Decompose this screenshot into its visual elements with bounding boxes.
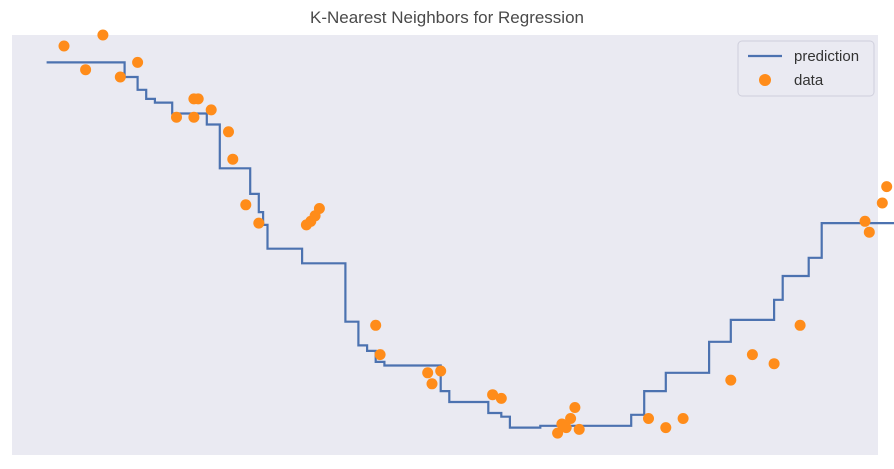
legend-box — [737, 40, 875, 97]
data-point — [253, 217, 265, 229]
plot-area — [12, 35, 878, 455]
data-point — [560, 422, 572, 434]
prediction-line — [46, 61, 894, 429]
chart-title: K-Nearest Neighbors for Regression — [310, 8, 584, 27]
data-point — [746, 349, 758, 361]
data-point — [114, 71, 126, 83]
data-point — [80, 64, 92, 76]
data-point — [876, 197, 888, 209]
data-point — [223, 126, 234, 138]
data-point — [171, 111, 182, 123]
series-layer — [46, 29, 894, 439]
data-point — [495, 392, 507, 404]
legend-prediction-label: prediction — [794, 48, 859, 65]
data-point — [313, 203, 325, 214]
data-point — [573, 423, 585, 435]
data-point — [227, 153, 239, 165]
data-point — [192, 93, 204, 105]
legend-data-label: data — [794, 72, 824, 89]
data-point — [132, 56, 144, 68]
data-point — [768, 358, 780, 370]
data-point — [565, 413, 577, 424]
data-point — [188, 111, 200, 123]
data-point — [374, 349, 386, 361]
data-point — [205, 104, 217, 116]
data-point — [552, 427, 564, 439]
data-point — [859, 215, 871, 227]
data-point — [881, 181, 893, 193]
data-point — [487, 389, 499, 401]
data-point — [58, 40, 70, 52]
legend-data-marker-icon — [759, 74, 771, 86]
data-point — [422, 367, 434, 379]
data-point — [677, 413, 689, 424]
data-point — [569, 402, 581, 413]
data-point — [660, 422, 672, 434]
data-point — [435, 365, 447, 377]
data-point — [643, 413, 654, 424]
data-point — [370, 319, 382, 331]
data-point — [725, 374, 737, 386]
data-point — [863, 226, 875, 238]
data-point — [794, 319, 806, 331]
data-point — [97, 29, 109, 41]
data-point — [426, 378, 438, 390]
data-point — [240, 199, 252, 211]
legend: prediction data — [737, 40, 875, 97]
